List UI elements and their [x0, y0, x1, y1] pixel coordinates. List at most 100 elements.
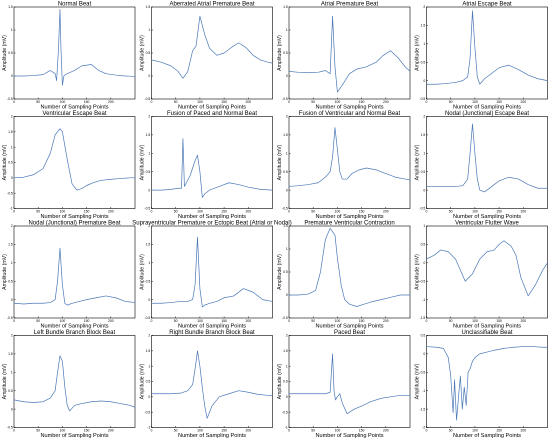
y-tick-label: 0: [11, 407, 13, 411]
y-tick-label: 1.5: [146, 133, 151, 137]
y-tick-label: 0: [423, 261, 425, 265]
x-tick-label: 150: [221, 429, 227, 433]
x-tick-label: 100: [60, 319, 66, 323]
y-axis-label: Amplitude (mV): [140, 144, 146, 180]
y-tick-label: -1: [422, 389, 425, 393]
plot-frame: [151, 335, 273, 428]
x-tick-label: 50: [36, 210, 40, 214]
y-axis-label: Amplitude (mV): [140, 254, 146, 290]
x-axis-label: Number of Sampling Points: [453, 433, 521, 438]
y-tick-label: 0.5: [146, 51, 151, 55]
y-tick-label: 0.5: [8, 389, 13, 393]
ecg-trace: [426, 123, 548, 193]
y-tick-label: 1: [148, 364, 150, 368]
y-tick-label: 0: [286, 74, 288, 78]
y-axis-label: Amplitude (mV): [2, 144, 8, 180]
x-axis-label: Number of Sampling Points: [315, 105, 383, 111]
x-tick-label: 150: [359, 319, 365, 323]
x-tick-label: 100: [197, 210, 203, 214]
y-tick-label: -0.5: [282, 316, 288, 320]
x-tick-label: 0: [288, 100, 290, 104]
plot-frame: [426, 116, 548, 209]
y-tick-label: 1: [148, 152, 150, 156]
y-axis-label: Amplitude (mV): [277, 35, 283, 71]
plot-frame: [13, 225, 136, 319]
x-tick-label: 50: [311, 319, 315, 323]
x-tick-label: 150: [496, 319, 502, 323]
x-tick-label: 150: [359, 429, 365, 433]
y-tick-label: 0.5: [146, 170, 151, 174]
x-tick-label: 200: [520, 210, 526, 214]
y-tick-label: 0.5: [146, 279, 151, 283]
chart-title: Left Bundle Branch Block Beat: [34, 330, 116, 336]
y-tick-label: 1: [423, 224, 425, 228]
chart-panel-11: Premature Ventricular Contraction 0 50 100 1…: [277, 221, 411, 330]
x-tick-label: 150: [359, 100, 365, 104]
x-tick-label: 200: [383, 100, 389, 104]
y-tick-label: -0.5: [282, 97, 288, 101]
y-tick-label: -0.5: [144, 410, 150, 414]
chart-title: Normal Beat: [58, 2, 92, 8]
x-tick-label: 50: [174, 319, 178, 323]
y-tick-label: 1.5: [146, 5, 151, 9]
y-tick-label: 2: [11, 334, 13, 338]
x-tick-label: 0: [13, 429, 15, 433]
x-tick-label: 0: [151, 319, 153, 323]
x-tick-label: 0: [426, 429, 428, 433]
plot-frame: [151, 6, 273, 100]
ecg-trace: [13, 128, 136, 191]
y-tick-label: 1: [148, 261, 150, 265]
chart-panel-14: Right Bundle Branch Block Beat 0 50 100 150 2…: [140, 330, 273, 438]
x-tick-label: 200: [245, 100, 251, 104]
plot-frame: [13, 116, 136, 209]
chart-panel-10: Supraventricular Premature or Ectopic Be…: [132, 221, 291, 330]
x-tick-label: 0: [288, 210, 290, 214]
x-tick-label: 0: [426, 100, 428, 104]
y-tick-label: -0.5: [144, 316, 150, 320]
x-tick-label: 100: [60, 210, 66, 214]
x-tick-label: 50: [174, 429, 178, 433]
x-tick-label: 200: [245, 429, 251, 433]
x-tick-label: 0: [151, 210, 153, 214]
ecg-trace: [288, 227, 411, 307]
y-tick-label: 2: [423, 5, 425, 9]
y-tick-label: 1.5: [8, 5, 13, 9]
y-tick-label: 0.5: [421, 170, 426, 174]
x-tick-label: 50: [36, 319, 40, 323]
y-tick-label: 0: [423, 188, 425, 192]
x-tick-label: 150: [496, 429, 502, 433]
x-tick-label: 200: [108, 100, 114, 104]
ecg-trace: [151, 138, 273, 198]
x-axis-label: Number of Sampling Points: [315, 214, 383, 220]
y-tick-label: -1.5: [419, 316, 425, 320]
y-axis-label: Amplitude (mV): [2, 35, 8, 71]
x-tick-label: 0: [13, 100, 15, 104]
plot-frame: [288, 335, 411, 428]
x-tick-label: 50: [311, 100, 315, 104]
plot-frame: [426, 225, 548, 319]
y-tick-label: -0.5: [7, 97, 13, 101]
y-tick-label: -0.5: [282, 410, 288, 414]
y-tick-label: 1: [286, 28, 288, 32]
y-tick-label: 1.5: [8, 130, 13, 134]
x-axis-label: Number of Sampling Points: [178, 324, 246, 330]
x-tick-label: 0: [426, 210, 428, 214]
y-tick-label: -0.5: [419, 279, 425, 283]
ecg-trace: [426, 10, 548, 85]
x-tick-label: 50: [449, 210, 453, 214]
x-tick-label: 0: [288, 319, 290, 323]
x-tick-label: 150: [84, 210, 90, 214]
plot-frame: [13, 6, 136, 100]
y-tick-label: 1.5: [8, 352, 13, 356]
y-tick-label: 0.5: [421, 243, 426, 247]
x-tick-label: 100: [335, 210, 341, 214]
y-axis-label: Amplitude (mV): [140, 35, 146, 71]
x-axis-label: Number of Sampling Points: [453, 214, 521, 220]
x-tick-label: 200: [520, 319, 526, 323]
x-tick-label: 100: [335, 319, 341, 323]
x-tick-label: 200: [245, 210, 251, 214]
y-tick-label: -0.5: [419, 371, 425, 375]
